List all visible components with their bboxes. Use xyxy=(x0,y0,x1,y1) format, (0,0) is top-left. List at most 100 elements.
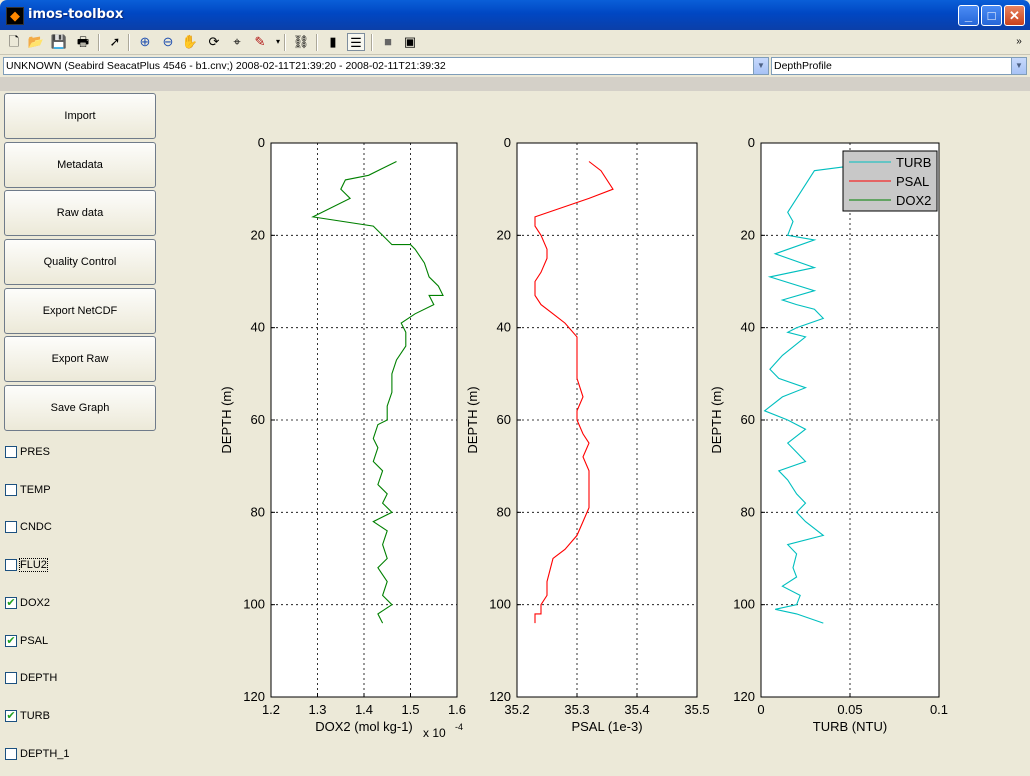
metadata-button[interactable]: Metadata xyxy=(4,142,156,188)
y-axis-label: DEPTH (m) xyxy=(709,386,724,453)
y-tick-label: 80 xyxy=(251,504,265,519)
dataset-selector-value: UNKNOWN (Seabird SeacatPlus 4546 - b1.cn… xyxy=(6,60,446,72)
separator-strip xyxy=(0,77,1030,91)
y-tick-label: 40 xyxy=(497,320,511,335)
checkbox-pres[interactable] xyxy=(5,446,17,458)
y-tick-label: 0 xyxy=(258,135,265,150)
legend-box xyxy=(842,150,938,212)
x-tick-label: 1.2 xyxy=(262,702,280,717)
x-axis-label: DOX2 (mol kg-1) xyxy=(315,719,413,734)
checkbox-label[interactable]: DEPTH_1 xyxy=(20,748,70,760)
plot-area xyxy=(760,142,940,698)
close-button[interactable]: ✕ xyxy=(1004,5,1025,26)
y-tick-label: 0 xyxy=(748,135,755,150)
data-cursor-icon[interactable]: ⌖ xyxy=(233,34,241,49)
y-tick-label: 40 xyxy=(741,320,755,335)
pointer-icon[interactable]: ➚ xyxy=(109,34,121,49)
figure-toolbar: 🗋 📂 💾 🖶 ➚ ⊕ ⊖ ✋ ⟳ ⌖ ✎ ▾ ⛓ ▮ ☰ ■ ▣ » xyxy=(0,30,1030,55)
dataset-selector[interactable]: UNKNOWN (Seabird SeacatPlus 4546 - b1.cn… xyxy=(3,57,769,75)
toolbar-separator xyxy=(128,34,130,51)
hide-plot-icon[interactable]: ■ xyxy=(384,34,392,49)
save-icon[interactable]: 💾 xyxy=(50,34,68,49)
checkbox-label[interactable]: DOX2 xyxy=(20,597,50,609)
checkbox-label[interactable]: FLU2 xyxy=(19,558,48,572)
checkbox-label[interactable]: TURB xyxy=(20,710,50,722)
checkbox-turb[interactable]: ✔ xyxy=(5,710,17,722)
y-tick-label: 60 xyxy=(251,412,265,427)
checkbox-cndc[interactable] xyxy=(5,521,17,533)
chevron-down-icon[interactable]: ▼ xyxy=(1011,58,1026,74)
export-raw-button[interactable]: Export Raw xyxy=(4,336,156,382)
zoom-out-icon[interactable]: ⊖ xyxy=(162,34,174,49)
link-icon[interactable]: ⛓ xyxy=(292,34,310,49)
checkbox-label[interactable]: DEPTH xyxy=(20,672,58,684)
x-multiplier-exponent: -4 xyxy=(455,722,463,732)
legend: TURB PSAL DOX2 xyxy=(842,150,938,212)
y-tick-label: 20 xyxy=(741,227,755,242)
checkbox-label[interactable]: PSAL xyxy=(20,635,49,647)
toolbar-separator xyxy=(371,34,373,51)
toolbar-overflow-icon[interactable]: » xyxy=(1016,36,1022,47)
brush-icon[interactable]: ✎ xyxy=(254,34,266,49)
x-tick-label: 0.05 xyxy=(837,702,862,717)
y-tick-label: 80 xyxy=(741,504,755,519)
y-tick-label: 20 xyxy=(251,227,265,242)
series-line-turb xyxy=(763,165,851,624)
title-bar[interactable]: ◆ imos-toolbox _ □ ✕ xyxy=(0,0,1030,30)
show-plot-icon[interactable]: ▣ xyxy=(403,34,417,49)
quality-control-button[interactable]: Quality Control xyxy=(4,239,156,285)
pan-icon[interactable]: ✋ xyxy=(181,34,199,49)
checkbox-temp[interactable] xyxy=(5,484,17,496)
graph-type-selector[interactable]: DepthProfile ▼ xyxy=(771,57,1027,75)
graph-type-selector-value: DepthProfile xyxy=(774,60,832,72)
rotate-icon[interactable]: ⟳ xyxy=(208,34,220,49)
y-axis-label: DEPTH (m) xyxy=(219,386,234,453)
checkbox-label[interactable]: CNDC xyxy=(20,521,52,533)
maximize-button[interactable]: □ xyxy=(981,5,1002,26)
legend-entry: TURB xyxy=(896,155,931,170)
y-tick-label: 120 xyxy=(243,689,265,704)
plot-area xyxy=(516,142,698,698)
x-tick-label: 0 xyxy=(757,702,764,717)
y-tick-label: 100 xyxy=(243,597,265,612)
y-tick-label: 60 xyxy=(741,412,755,427)
print-icon[interactable]: 🖶 xyxy=(76,34,90,49)
x-tick-label: 1.3 xyxy=(308,702,326,717)
legend-entry: DOX2 xyxy=(896,193,931,208)
x-tick-label: 35.2 xyxy=(504,702,529,717)
open-icon[interactable]: 📂 xyxy=(27,34,45,49)
checkbox-psal[interactable]: ✔ xyxy=(5,635,17,647)
import-button[interactable]: Import xyxy=(4,93,156,139)
series-line-dox2 xyxy=(311,161,444,624)
checkbox-depth[interactable] xyxy=(5,672,17,684)
checkbox-label[interactable]: TEMP xyxy=(20,484,51,496)
zoom-in-icon[interactable]: ⊕ xyxy=(139,34,151,49)
checkbox-depth-1[interactable] xyxy=(5,748,17,760)
y-tick-label: 100 xyxy=(489,597,511,612)
raw-data-button[interactable]: Raw data xyxy=(4,190,156,236)
toolbar-separator xyxy=(316,34,318,51)
chevron-down-icon[interactable]: ▼ xyxy=(753,58,768,74)
checkbox-label[interactable]: PRES xyxy=(20,446,50,458)
checkbox-dox2[interactable]: ✔ xyxy=(5,597,17,609)
y-tick-label: 80 xyxy=(497,504,511,519)
y-tick-label: 40 xyxy=(251,320,265,335)
y-tick-label: 120 xyxy=(489,689,511,704)
toolbar-separator xyxy=(284,34,286,51)
x-tick-label: 35.4 xyxy=(624,702,649,717)
x-tick-label: 1.6 xyxy=(448,702,466,717)
x-tick-label: 35.3 xyxy=(564,702,589,717)
plot-area xyxy=(270,142,458,698)
legend-icon[interactable]: ☰ xyxy=(347,33,365,51)
minimize-button[interactable]: _ xyxy=(958,5,979,26)
colorbar-icon[interactable]: ▮ xyxy=(329,34,337,49)
save-graph-button[interactable]: Save Graph xyxy=(4,385,156,431)
brush-dropdown-icon[interactable]: ▾ xyxy=(275,37,280,46)
x-tick-label: 1.5 xyxy=(401,702,419,717)
export-netcdf-button[interactable]: Export NetCDF xyxy=(4,288,156,334)
checkbox-flu2[interactable] xyxy=(5,559,17,571)
y-tick-label: 0 xyxy=(504,135,511,150)
new-icon[interactable]: 🗋 xyxy=(8,34,20,49)
